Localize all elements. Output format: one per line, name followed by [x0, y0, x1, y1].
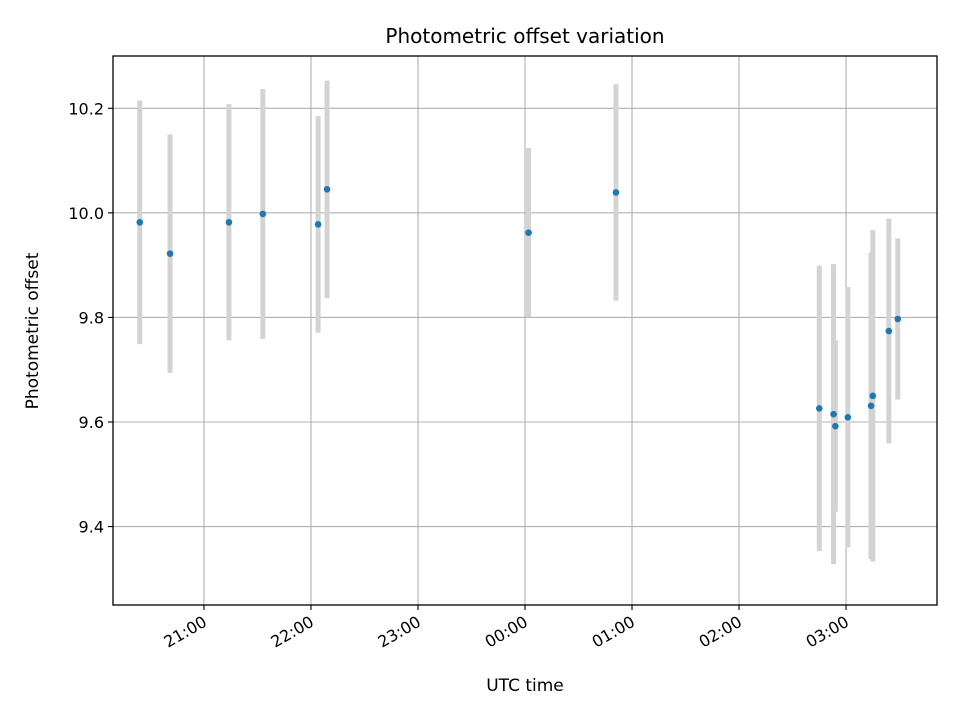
data-point: [225, 218, 233, 226]
grid: [113, 56, 937, 605]
data-point: [612, 189, 620, 196]
data-point: [525, 229, 532, 237]
x-tick-label: 03:00: [803, 612, 852, 652]
errorbars: [137, 80, 901, 565]
x-axis-ticks: 21:00 22:00 23:00 00:00 01:00 02:00 03:00: [161, 605, 852, 652]
x-tick-label: 22:00: [268, 612, 317, 652]
x-tick-label: 02:00: [696, 612, 745, 652]
y-axis-label: Photometric offset: [23, 252, 43, 409]
data-point: [867, 402, 875, 410]
data-point: [259, 210, 267, 218]
data-point: [832, 422, 839, 430]
y-axis-ticks: 9.4 9.6 9.8 10.0 10.2: [68, 99, 113, 537]
data-point: [166, 250, 174, 257]
data-point: [815, 405, 823, 412]
x-axis-label: UTC time: [486, 676, 564, 696]
x-tick-label: 21:00: [161, 612, 210, 652]
data-point: [844, 413, 852, 421]
data-point: [885, 327, 893, 335]
y-tick-label: 10.2: [68, 99, 104, 118]
x-tick-label: 01:00: [589, 612, 638, 652]
x-tick-label: 00:00: [482, 612, 531, 652]
x-tick-label: 23:00: [375, 612, 424, 652]
data-point: [323, 186, 331, 193]
y-tick-label: 9.4: [79, 518, 104, 537]
data-point: [869, 392, 877, 400]
chart-title: Photometric offset variation: [385, 24, 664, 48]
data-point: [136, 218, 144, 226]
y-tick-label: 9.6: [79, 413, 104, 432]
data-point: [894, 315, 902, 323]
y-tick-label: 9.8: [79, 308, 104, 327]
data-points: [136, 186, 902, 430]
y-tick-label: 10.0: [68, 204, 104, 223]
data-point: [314, 221, 322, 228]
data-point: [830, 410, 837, 418]
